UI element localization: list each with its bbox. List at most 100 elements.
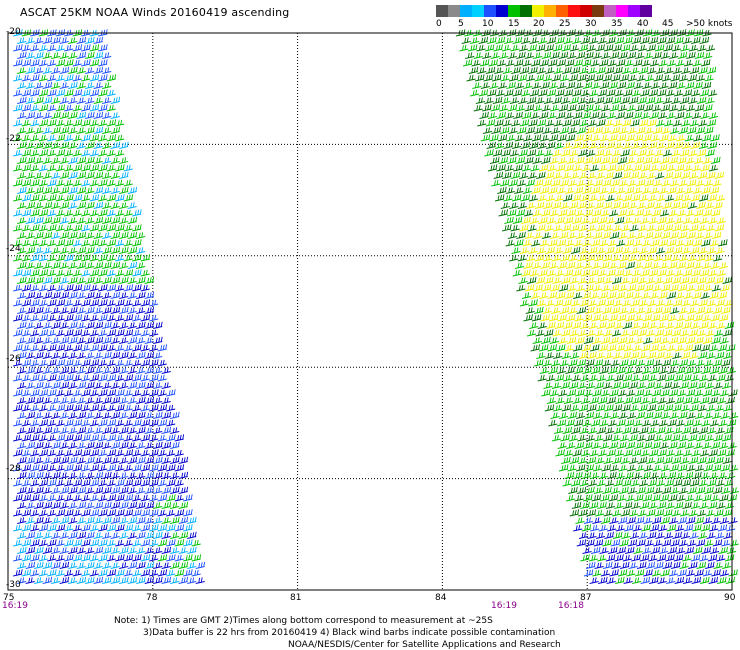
wind-barb: [85, 547, 95, 554]
wind-barb: [630, 119, 640, 127]
wind-barb: [98, 554, 108, 562]
wind-barb: [725, 576, 736, 584]
wind-barb: [618, 464, 628, 472]
wind-barb: [674, 396, 684, 404]
wind-barb: [123, 269, 134, 277]
wind-barb: [562, 299, 572, 307]
wind-barb: [504, 37, 514, 44]
wind-barb: [721, 434, 732, 442]
wind-barb: [514, 82, 524, 89]
wind-barb: [68, 156, 78, 164]
wind-barb: [106, 344, 116, 352]
wind-barb: [716, 217, 726, 224]
wind-barb: [523, 82, 533, 89]
wind-barb: [708, 396, 718, 404]
wind-barb: [30, 539, 40, 547]
wind-barb: [149, 419, 159, 427]
wind-barb: [543, 201, 553, 209]
wind-barb: [636, 434, 646, 442]
wind-barb: [102, 187, 112, 194]
wind-barb: [632, 59, 643, 67]
wind-barb: [13, 134, 23, 142]
wind-barb: [81, 149, 91, 157]
wind-barb: [582, 366, 592, 374]
wind-barb: [523, 261, 533, 269]
wind-barb: [688, 329, 698, 337]
wind-barb: [661, 539, 672, 547]
wind-barb: [98, 464, 108, 472]
wind-barb: [627, 74, 638, 82]
wind-barb: [153, 441, 163, 449]
wind-barb: [665, 322, 675, 329]
wind-barb: [671, 509, 681, 517]
wind-barb: [671, 149, 681, 157]
wind-barb: [515, 156, 526, 164]
wind-barb: [476, 44, 486, 52]
wind-barb: [34, 337, 44, 344]
wind-barb: [696, 201, 706, 209]
wind-barb: [89, 329, 99, 337]
wind-barb: [602, 306, 612, 314]
wind-barb: [38, 329, 49, 337]
wind-barb: [650, 419, 660, 427]
wind-barb: [605, 141, 616, 149]
wind-barb: [678, 126, 688, 134]
wind-barb: [538, 216, 548, 224]
wind-barb: [612, 509, 622, 517]
wind-barb: [110, 126, 121, 134]
wind-barb: [623, 111, 634, 119]
wind-barb: [110, 547, 120, 554]
wind-barb: [534, 201, 545, 209]
wind-barb: [534, 74, 545, 82]
wind-barb: [495, 36, 506, 44]
wind-barb: [615, 524, 625, 532]
wind-barb: [25, 471, 36, 479]
wind-barb: [688, 44, 699, 52]
wind-barb: [499, 126, 510, 134]
legend-colorbar: [436, 5, 652, 17]
wind-barb: [691, 397, 701, 404]
wind-barb: [132, 569, 142, 577]
wind-barb: [590, 546, 601, 554]
wind-barb: [21, 119, 31, 127]
wind-barb: [93, 277, 103, 284]
wind-barb: [548, 314, 559, 322]
wind-barb: [557, 261, 567, 269]
wind-barb: [552, 329, 562, 337]
wind-barb: [42, 157, 52, 164]
wind-barb: [136, 456, 146, 464]
wind-barb: [717, 291, 728, 299]
wind-barb: [132, 359, 142, 367]
wind-barb: [524, 232, 534, 239]
wind-barb: [42, 81, 53, 89]
wind-barb: [558, 284, 569, 292]
wind-barb: [648, 217, 658, 224]
wind-barb: [666, 471, 677, 479]
wind-barb: [42, 397, 52, 404]
wind-barb: [17, 202, 27, 209]
wind-barb: [59, 381, 70, 389]
wind-barb: [93, 97, 103, 104]
wind-barb: [494, 194, 505, 202]
wind-barb: [699, 36, 710, 44]
wind-barb: [30, 74, 40, 82]
legend-label: 40: [637, 19, 649, 29]
wind-barb: [706, 247, 717, 254]
wind-barb: [585, 486, 595, 494]
wind-barb: [72, 464, 83, 472]
wind-barb: [572, 449, 582, 457]
wind-barb: [703, 104, 713, 112]
wind-barb: [569, 277, 579, 284]
wind-barb: [123, 344, 133, 352]
wind-barb: [144, 337, 154, 344]
wind-barb: [585, 202, 595, 209]
wind-barb: [583, 336, 594, 344]
wind-barb: [593, 74, 604, 82]
wind-barb: [102, 127, 112, 134]
legend-label: 30: [585, 19, 597, 29]
wind-barb: [25, 366, 36, 374]
wind-barb: [545, 67, 555, 74]
wind-barb: [76, 97, 86, 104]
wind-barb: [72, 569, 82, 577]
wind-barb: [183, 524, 193, 532]
